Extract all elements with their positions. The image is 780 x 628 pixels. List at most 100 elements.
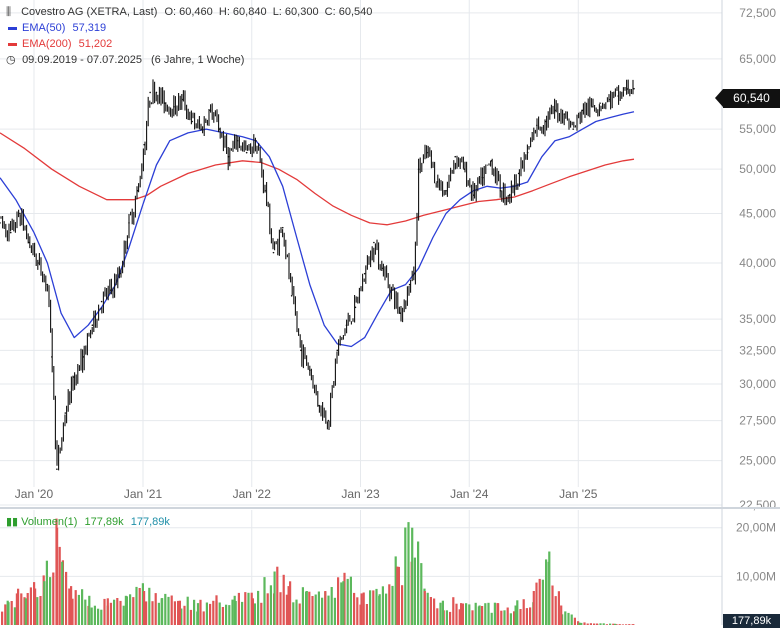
volume-bar — [516, 600, 519, 625]
volume-bar — [452, 597, 455, 625]
volume-bar — [397, 566, 400, 625]
price-point — [463, 168, 465, 170]
volume-bar — [538, 578, 541, 625]
price-point — [390, 289, 393, 291]
volume-bar-point — [124, 595, 127, 625]
volume-bar — [385, 593, 388, 625]
volume-bar — [388, 584, 391, 625]
price-point — [481, 176, 484, 179]
y-tick-label: 30,000 — [739, 377, 776, 391]
volume-bar — [567, 612, 570, 625]
price-point — [608, 98, 611, 101]
volume-bar — [209, 603, 212, 625]
volume-bar — [10, 601, 13, 625]
volume-bar — [167, 596, 170, 625]
price-point — [110, 289, 112, 291]
price-point — [336, 349, 339, 352]
price-point — [91, 324, 94, 327]
volume-bar — [541, 579, 544, 625]
volume-bar-point — [251, 598, 254, 625]
volume-bar-point — [547, 561, 550, 625]
volume-bar — [68, 588, 71, 625]
volume-bar — [493, 602, 496, 625]
volume-bar — [177, 600, 180, 625]
volume-bar-point — [24, 598, 27, 625]
volume-bar — [4, 604, 7, 625]
volume-bar — [103, 598, 106, 625]
price-point — [118, 272, 121, 275]
price-point — [281, 226, 284, 229]
price-point — [309, 369, 311, 372]
volume-value: 177,89k — [84, 516, 124, 528]
volume-bar — [164, 593, 167, 625]
volume-bar — [26, 593, 29, 625]
volume-bar — [279, 592, 282, 625]
volume-bar — [202, 611, 205, 625]
volume-bar-point — [34, 588, 37, 625]
price-point — [272, 251, 275, 254]
price-point — [581, 109, 584, 112]
volume-bar — [535, 582, 538, 625]
volume-bar — [327, 595, 330, 625]
price-point — [209, 109, 212, 112]
volume-bar — [580, 622, 583, 625]
volume-bar — [29, 587, 32, 625]
volume-bar — [333, 597, 336, 625]
volume-bar — [193, 599, 196, 625]
volume-bar-point — [423, 591, 426, 625]
legend-ema50[interactable]: EMA(50) 57,319 — [8, 20, 106, 36]
volume-bar-point — [324, 591, 327, 625]
volume-bar — [285, 594, 288, 625]
volume-bar — [186, 596, 189, 625]
volume-bar — [420, 563, 423, 625]
volume-bar — [340, 582, 343, 625]
volume-bar-point — [578, 622, 581, 625]
price-point — [536, 124, 538, 127]
volume-bar — [231, 599, 234, 625]
volume-bar — [554, 596, 557, 625]
volume-bar-point — [43, 581, 46, 625]
volume-bar — [509, 613, 512, 625]
price-point — [517, 172, 520, 175]
volume-bar — [500, 610, 503, 625]
price-point — [545, 120, 547, 123]
volume-bar — [116, 598, 119, 625]
volume-bar — [426, 592, 429, 625]
volume-bar-point — [56, 527, 59, 625]
bar-chart-icon: ▮▮ — [6, 516, 19, 528]
ema50-value: 57,319 — [72, 22, 107, 34]
price-point — [9, 231, 12, 234]
volume-bar — [218, 602, 221, 625]
volume-bar — [199, 599, 202, 625]
ohlc-values: O: 60,460 H: 60,840 L: 60,300 C: 60,540 — [164, 6, 373, 18]
volume-bar — [394, 556, 397, 625]
volume-bar — [292, 602, 295, 625]
volume-bar — [407, 522, 410, 625]
volume-bar — [308, 591, 311, 625]
y-tick-label: 45,000 — [739, 206, 776, 220]
volume-bar — [465, 603, 468, 625]
volume-bar-point — [460, 603, 463, 625]
volume-bar — [599, 623, 602, 625]
ema50-swatch — [8, 26, 17, 30]
legend-ema200[interactable]: EMA(200) 51,202 — [8, 36, 112, 52]
volume-bar — [372, 590, 375, 625]
volume-bar — [97, 608, 100, 625]
volume-bar — [65, 571, 68, 625]
price-point — [64, 412, 67, 414]
volume-bar — [311, 596, 314, 625]
volume-bar-point — [70, 586, 73, 625]
volume-bar-point — [595, 623, 599, 625]
price-point — [436, 181, 438, 183]
volume-bar-point — [287, 586, 290, 625]
price-series — [0, 79, 635, 471]
volume-legend[interactable]: ▮▮ Volumen(1) 177,89k 177,89k — [6, 514, 170, 530]
volume-bar — [39, 596, 42, 625]
volume-bar — [250, 592, 253, 625]
volume-bar — [170, 595, 173, 625]
volume-value-secondary: 177,89k — [130, 516, 170, 528]
volume-bar — [247, 592, 250, 625]
volume-bar — [589, 623, 592, 625]
volume-bar — [122, 605, 125, 625]
